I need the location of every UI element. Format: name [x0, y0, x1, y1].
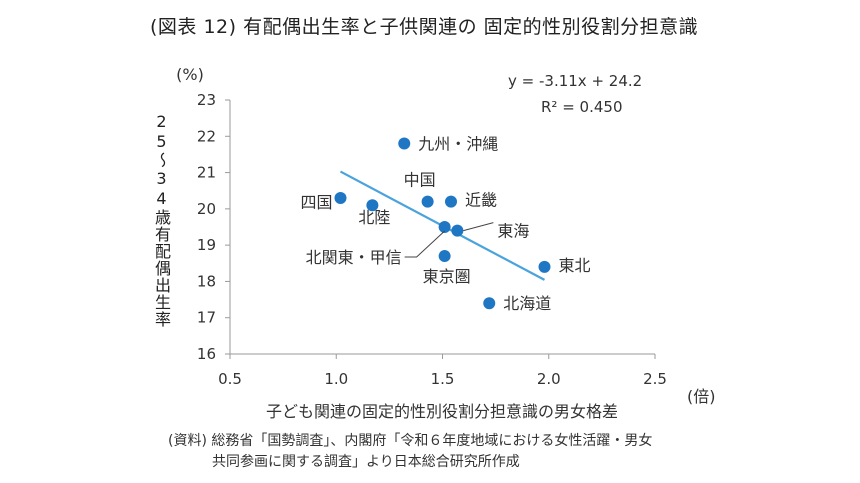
- point-label: 近畿: [465, 191, 497, 210]
- trend-equation: y = -3.11x + 24.2: [508, 72, 642, 90]
- x-tick-label: 2.0: [537, 370, 561, 388]
- point-label: 北関東・甲信: [306, 248, 402, 267]
- source-line-2: 共同参画に関する調査」より日本総合研究所作成: [212, 454, 520, 470]
- y-axis-label: 25〜34歳有配偶出生率: [152, 112, 171, 328]
- y-tick-label: 18: [197, 272, 216, 290]
- point-label: 東海: [497, 222, 529, 241]
- x-tick-label: 0.5: [218, 370, 242, 388]
- leader-line: [463, 222, 494, 232]
- x-axis-label: 子ども関連の固定的性別役割分担意識の男女格差: [266, 402, 618, 421]
- data-point: [438, 250, 451, 263]
- data-points: [334, 137, 551, 310]
- chart-ticks: 16 17 18 19 20 21 22 23 0.5 1.0 1.5 2.0 2.5: [197, 91, 667, 388]
- data-point: [421, 195, 434, 208]
- x-tick-label: 1.0: [324, 370, 348, 388]
- data-point: [538, 260, 551, 273]
- point-label: 四国: [300, 193, 332, 212]
- data-point: [438, 221, 451, 233]
- y-tick-label: 21: [197, 164, 216, 182]
- source-note: (資料) 総務省「国勢調査」、内閣府「令和６年度地域における女性活躍・男女 共同…: [168, 431, 652, 473]
- x-tick-label: 1.5: [431, 370, 455, 388]
- point-label: 北海道: [503, 294, 551, 313]
- data-point: [366, 199, 379, 212]
- y-tick-label: 16: [197, 345, 216, 363]
- y-axis-unit: (%): [176, 65, 204, 84]
- data-point: [398, 137, 411, 150]
- point-label: 東北: [559, 256, 591, 275]
- data-point: [451, 224, 464, 237]
- data-point: [445, 195, 457, 208]
- y-tick-label: 22: [197, 127, 216, 145]
- y-tick-label: 23: [197, 91, 216, 109]
- x-axis-unit: (倍): [687, 387, 716, 406]
- y-tick-label: 17: [197, 309, 216, 327]
- data-point: [483, 297, 496, 310]
- y-tick-label: 20: [197, 200, 216, 218]
- point-label: 中国: [404, 171, 436, 190]
- chart-title: (図表 12) 有配偶出生率と子供関連の 固定的性別役割分担意識: [150, 16, 699, 38]
- leader-line: [404, 230, 445, 258]
- r-squared: R² = 0.450: [541, 98, 622, 116]
- point-label: 東京圏: [423, 267, 471, 286]
- data-point: [334, 191, 347, 204]
- annotations: (%) (倍) 子ども関連の固定的性別役割分担意識の男女格差 y = -3.11x +…: [176, 65, 715, 421]
- point-label: 九州・沖縄: [418, 135, 498, 154]
- point-label: 北陸: [358, 208, 390, 227]
- x-tick-label: 2.5: [643, 370, 667, 388]
- y-tick-label: 19: [197, 236, 216, 254]
- source-line-1: (資料) 総務省「国勢調査」、内閣府「令和６年度地域における女性活躍・男女: [168, 433, 653, 449]
